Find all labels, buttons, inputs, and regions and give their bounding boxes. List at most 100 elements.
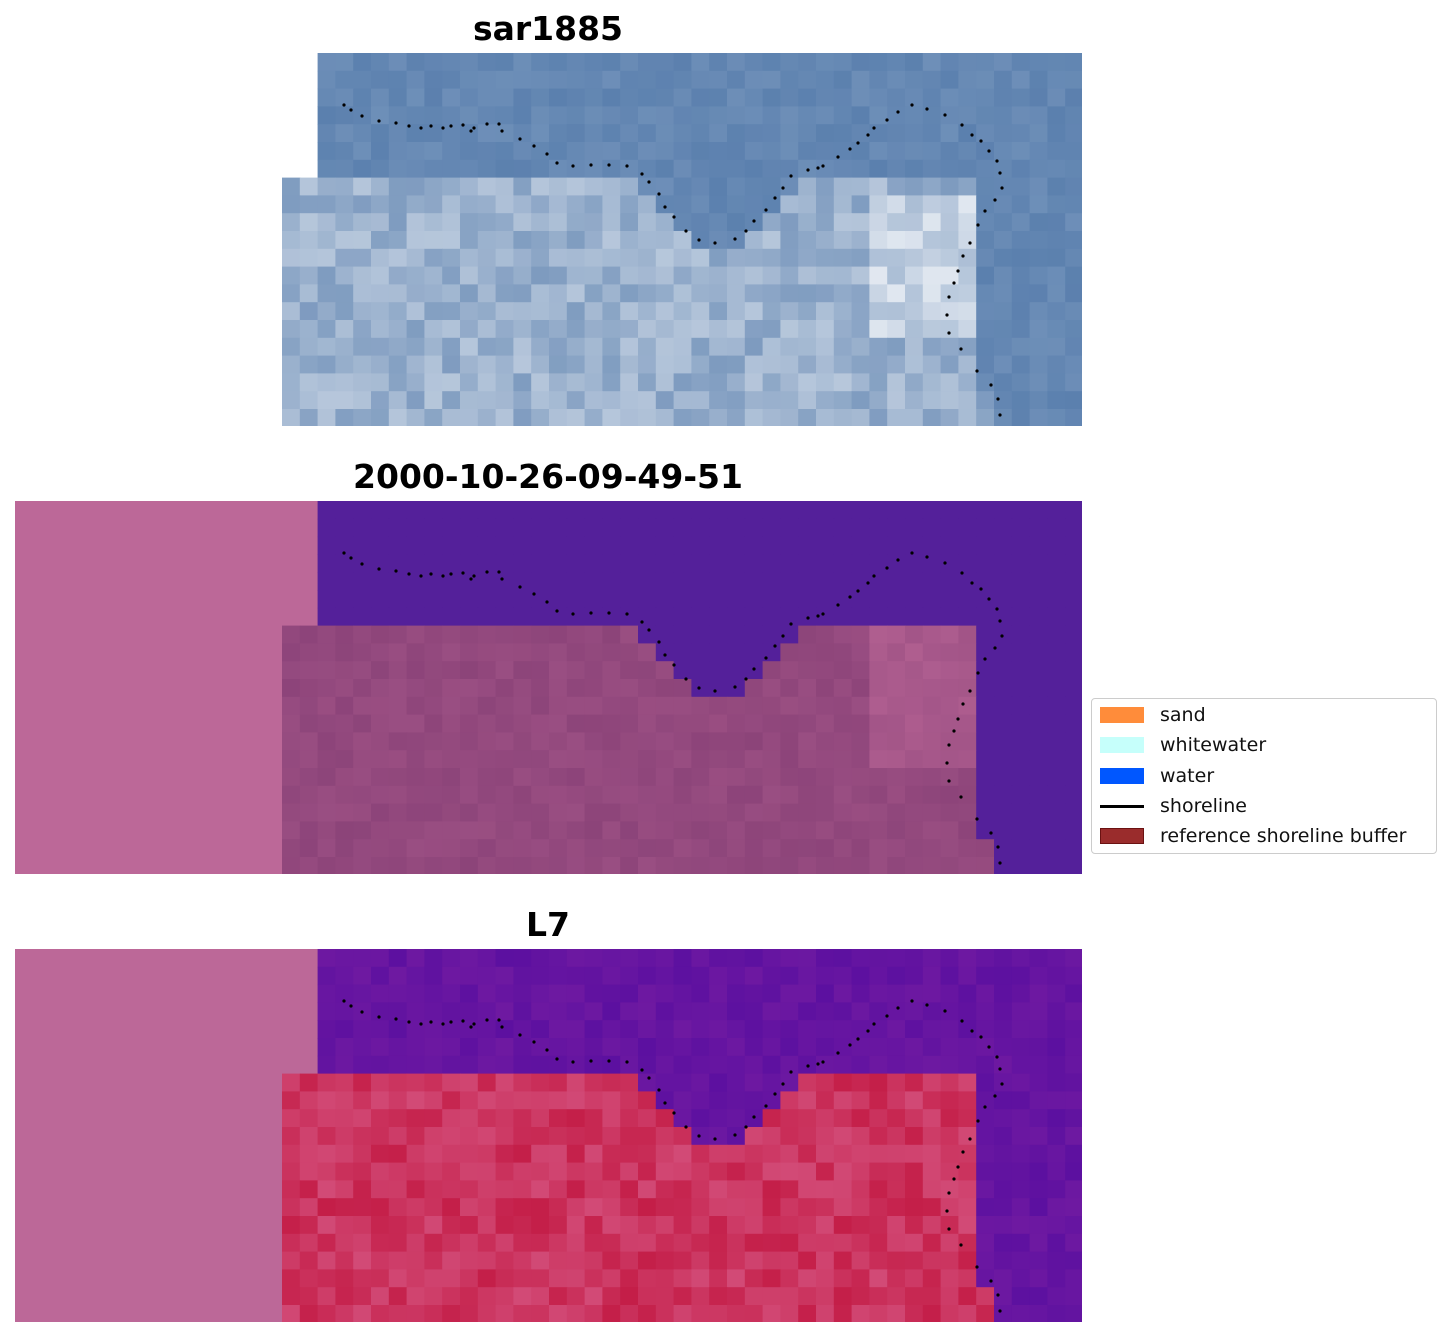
image-pixel <box>460 839 479 858</box>
image-pixel <box>317 88 336 107</box>
shoreline-point <box>764 656 768 660</box>
image-pixel <box>798 750 817 769</box>
image-pixel <box>282 248 301 268</box>
image-pixel <box>655 1109 675 1128</box>
image-pixel <box>549 142 568 161</box>
image-pixel <box>780 839 799 858</box>
image-pixel <box>1029 373 1048 392</box>
image-pixel <box>744 572 764 591</box>
image-pixel <box>335 159 354 179</box>
image-pixel <box>566 391 586 410</box>
image-pixel <box>816 1251 835 1270</box>
image-pixel <box>620 554 639 573</box>
image-pixel <box>833 750 853 769</box>
image-pixel <box>282 661 301 680</box>
image-pixel <box>371 554 390 573</box>
image-pixel <box>780 1180 799 1199</box>
image-pixel <box>851 803 870 822</box>
image-pixel <box>638 661 657 680</box>
image-pixel <box>442 391 461 410</box>
image-pixel <box>335 1127 354 1146</box>
image-pixel <box>691 661 710 680</box>
image-pixel <box>1047 1162 1066 1181</box>
shoreline-point <box>987 597 991 601</box>
shoreline-point <box>821 1060 825 1064</box>
image-pixel <box>584 839 603 858</box>
image-pixel <box>442 750 461 769</box>
image-pixel <box>976 373 995 392</box>
image-pixel <box>460 803 479 822</box>
image-pixel <box>887 88 906 107</box>
image-pixel <box>371 320 390 339</box>
image-pixel <box>798 518 817 538</box>
image-pixel <box>1011 409 1031 426</box>
image-pixel <box>994 266 1013 285</box>
image-pixel <box>335 839 354 858</box>
image-pixel <box>388 266 408 285</box>
image-pixel <box>851 1144 870 1164</box>
image-pixel <box>673 124 692 143</box>
image-pixel <box>531 1038 550 1057</box>
image-pixel <box>620 1002 639 1021</box>
image-pixel <box>584 679 603 698</box>
image-pixel <box>869 88 888 107</box>
image-pixel <box>353 355 372 374</box>
image-pixel <box>958 266 977 285</box>
image-pixel <box>762 1287 781 1306</box>
image-pixel <box>1047 1020 1066 1039</box>
image-pixel <box>691 1162 710 1181</box>
image-pixel <box>798 53 817 72</box>
image-pixel <box>299 337 319 357</box>
image-pixel <box>976 949 995 968</box>
image-pixel <box>1011 1038 1031 1057</box>
image-pixel <box>406 1305 425 1322</box>
image-pixel <box>1065 554 1082 573</box>
shoreline-point <box>640 620 644 624</box>
image-pixel <box>922 1180 942 1199</box>
image-pixel <box>709 231 728 250</box>
image-pixel <box>940 1198 959 1217</box>
image-pixel <box>513 53 532 72</box>
image-pixel <box>869 714 888 733</box>
image-pixel <box>531 1233 550 1253</box>
image-pixel <box>335 337 354 357</box>
image-pixel <box>655 1269 675 1288</box>
legend-item-whitewater: whitewater <box>1100 734 1266 756</box>
image-pixel <box>1011 768 1031 787</box>
image-pixel <box>940 213 959 232</box>
legend-item-water: water <box>1100 765 1214 787</box>
image-pixel <box>602 785 621 805</box>
shoreline-point <box>461 123 465 127</box>
image-pixel <box>1011 643 1031 662</box>
image-pixel <box>282 803 301 822</box>
image-pixel <box>887 696 906 716</box>
image-pixel <box>371 732 390 751</box>
image-pixel <box>976 696 995 716</box>
image-pixel <box>1065 714 1082 733</box>
image-pixel <box>798 124 817 143</box>
image-pixel <box>727 1287 746 1306</box>
image-pixel <box>780 785 799 805</box>
image-pixel <box>299 1251 319 1270</box>
image-pixel <box>994 1180 1013 1199</box>
image-pixel <box>406 248 425 268</box>
image-pixel <box>833 1002 853 1021</box>
image-pixel <box>922 213 942 232</box>
image-pixel <box>691 554 710 573</box>
image-pixel <box>602 409 621 426</box>
image-pixel <box>442 839 461 858</box>
image-pixel <box>424 768 443 787</box>
image-pixel <box>442 106 461 125</box>
image-pixel <box>317 1109 336 1128</box>
image-pixel <box>566 1091 586 1110</box>
image-pixel <box>335 53 354 72</box>
image-pixel <box>513 1002 532 1021</box>
image-pixel <box>816 1055 835 1075</box>
image-pixel <box>940 355 959 374</box>
image-pixel <box>584 1038 603 1057</box>
image-pixel <box>816 821 835 840</box>
image-pixel <box>442 70 461 90</box>
shoreline-point <box>866 581 870 585</box>
image-pixel <box>727 1038 746 1057</box>
image-pixel <box>762 803 781 822</box>
